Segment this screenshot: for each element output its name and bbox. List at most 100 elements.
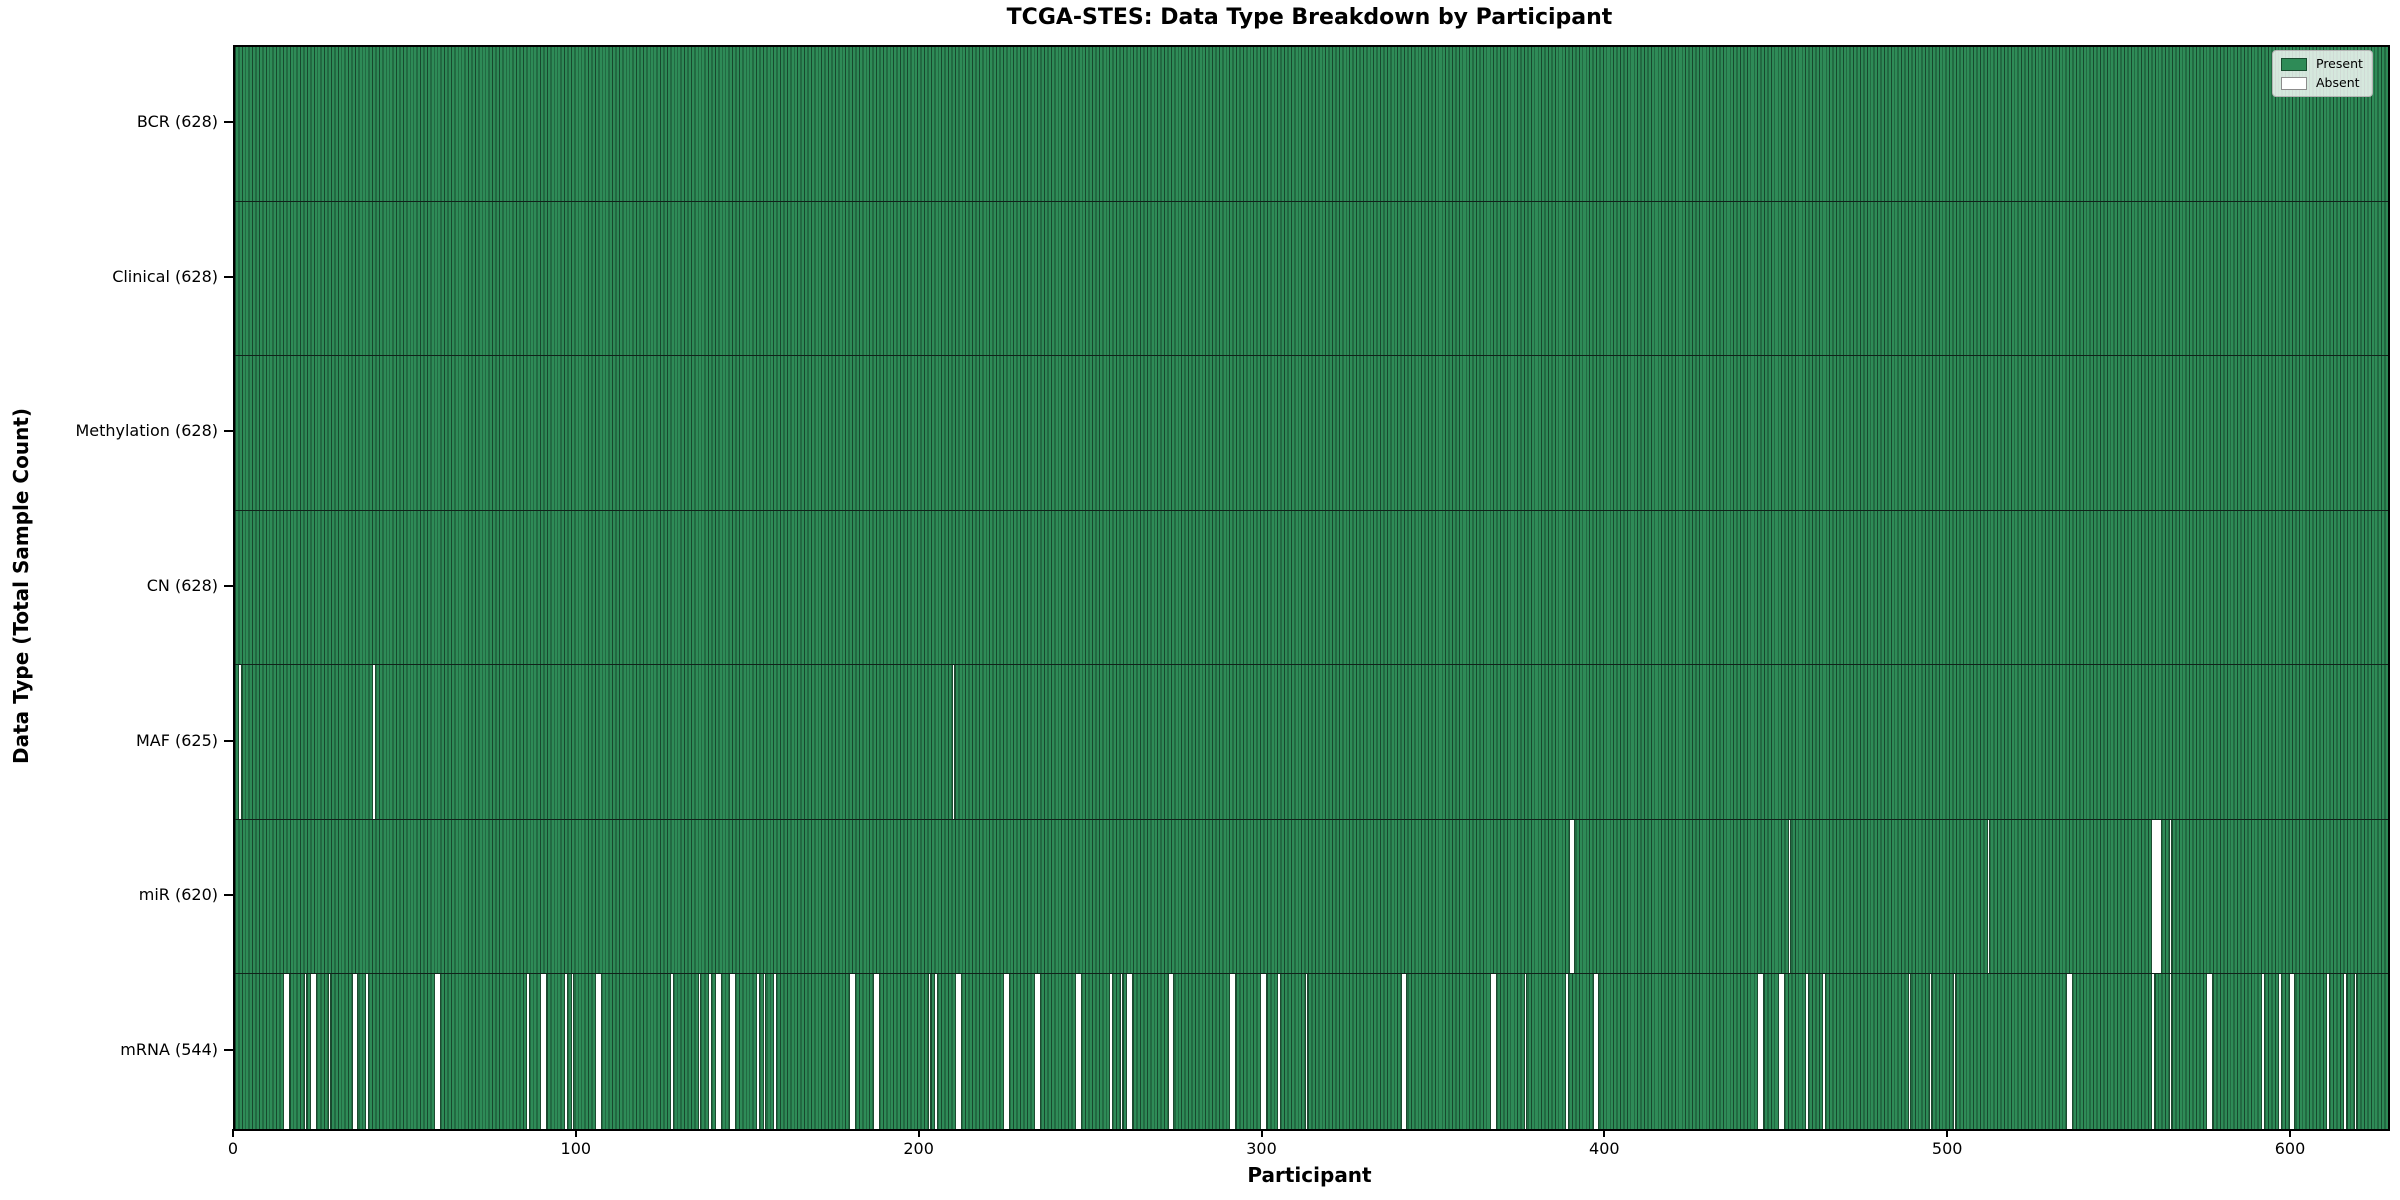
absent-gap-mRNA-224 [1002,974,1010,1129]
xtick-mark-300 [1260,1129,1263,1137]
ytick-label-Methylation: Methylation (628) [75,421,218,441]
absent-gap-mRNA-312 [1304,974,1309,1129]
absent-gap-mRNA-534 [2065,974,2073,1129]
ytick-label-Clinical: Clinical (628) [112,266,218,286]
absent-gap-mRNA-233 [1033,974,1041,1129]
row-BCR [235,47,2388,202]
absent-gap-mRNA-615 [2343,974,2347,1129]
xtick-mark-200 [917,1129,920,1137]
absent-gap-mRNA-14 [282,974,290,1129]
row-miR [235,819,2388,975]
xtick-label-600: 600 [2274,1139,2306,1158]
xtick-label-100: 100 [560,1139,592,1158]
xtick-label-200: 200 [903,1139,934,1158]
ytick-mark-CN [224,585,233,587]
absent-gap-mRNA-186 [872,974,880,1129]
present-swatch-icon [2281,57,2307,71]
ytick-label-MAF: MAF (625) [135,730,218,750]
absent-gap-mRNA-20 [303,974,307,1129]
xtick-mark-500 [1946,1129,1949,1137]
ytick-mark-mRNA [224,1048,233,1051]
absent-gap-mRNA-179 [848,974,856,1129]
absent-gap-mRNA-154 [762,974,767,1129]
absent-gap-mRNA-488 [1908,974,1912,1129]
absent-gap-mRNA-140 [714,974,722,1129]
absent-gap-mRNA-575 [2206,974,2214,1129]
absent-gap-mRNA-58 [433,974,441,1129]
absent-gap-mRNA-501 [1952,974,1957,1129]
ytick-mark-Methylation [224,430,233,433]
absent-gap-mRNA-204 [934,974,938,1129]
xtick-label-0: 0 [227,1139,239,1158]
absent-gap-mRNA-105 [594,974,602,1129]
absent-gap-mRNA-396 [1592,974,1600,1129]
absent-gap-mRNA-85 [526,974,530,1129]
xtick-mark-600 [2289,1129,2291,1137]
absent-gap-mRNA-376 [1524,974,1528,1129]
absent-gap-mRNA-144 [728,974,736,1129]
absent-gap-mRNA-96 [564,974,568,1129]
ytick-mark-MAF [224,739,233,742]
absent-gap-mRNA-591 [2261,974,2265,1129]
row-CN [235,510,2388,666]
absent-gap-mRNA-366 [1489,974,1497,1129]
ytick-mark-miR [224,894,233,897]
absent-gap-mRNA-444 [1757,974,1765,1129]
absent-gap-mRNA-610 [2326,974,2330,1129]
plot-area: Present Absent [233,45,2390,1131]
legend-label-absent: Absent [2316,75,2360,90]
absent-gap-mRNA-258 [1119,974,1123,1129]
absent-gap-mRNA-135 [697,974,702,1129]
absent-gap-mRNA-27 [327,974,331,1129]
legend: Present Absent [2272,50,2373,97]
absent-gap-mRNA-299 [1260,974,1267,1129]
ytick-label-CN: CN (628) [146,576,218,595]
row-Clinical [235,201,2388,357]
absent-gap-mRNA-494 [1928,974,1933,1129]
ytick-mark-BCR [224,121,233,124]
xtick-label-300: 300 [1246,1139,1277,1158]
x-axis-title: Participant [1247,1163,1372,1187]
ytick-label-mRNA: mRNA (544) [120,1039,218,1059]
absent-gap-mRNA-340 [1400,974,1408,1129]
xtick-label-400: 400 [1589,1139,1620,1158]
ytick-mark-Clinical [224,275,233,278]
absent-gap-miR-564 [2168,819,2172,974]
absent-gap-mRNA-450 [1777,974,1785,1129]
row-mRNA [235,974,2388,1129]
xtick-mark-400 [1603,1129,1606,1137]
xtick-mark-100 [574,1129,577,1137]
absent-gap-mRNA-127 [670,974,674,1129]
ytick-label-BCR: BCR (628) [136,112,218,132]
absent-gap-mRNA-618 [2353,974,2358,1129]
absent-gap-mRNA-463 [1822,974,1826,1129]
absent-gap-mRNA-255 [1109,974,1113,1129]
absent-gap-mRNA-138 [708,974,712,1129]
row-MAF [235,665,2388,820]
absent-gap-mRNA-98 [570,974,575,1129]
row-Methylation [235,356,2388,511]
absent-gap-mRNA-458 [1805,974,1809,1129]
absent-gap-miR-453 [1788,819,1792,974]
xtick-label-500: 500 [1931,1139,1963,1158]
absent-gap-mRNA-596 [2278,974,2282,1129]
absent-gap-miR-389 [1568,819,1576,974]
absent-gap-mRNA-152 [756,974,760,1129]
absent-gap-mRNA-260 [1126,974,1134,1129]
absent-gap-MAF-1 [238,665,242,819]
chart-title: TCGA-STES: Data Type Breakdown by Partic… [1006,5,1613,30]
absent-gap-mRNA-245 [1074,974,1082,1129]
legend-item-absent: Absent [2281,76,2363,90]
ytick-label-miR: miR (620) [138,885,218,905]
absent-gap-mRNA-38 [365,974,369,1129]
absent-gap-mRNA-304 [1277,974,1281,1129]
absent-gap-mRNA-388 [1565,974,1569,1129]
absent-gap-miR-559 [2151,819,2162,974]
absent-gap-MAF-209 [951,665,955,819]
legend-item-present: Present [2281,57,2363,71]
absent-swatch-icon [2281,76,2307,90]
absent-gap-MAF-40 [372,665,376,819]
absent-gap-mRNA-272 [1167,974,1175,1129]
absent-gap-mRNA-157 [773,974,777,1129]
absent-gap-mRNA-290 [1229,974,1237,1129]
